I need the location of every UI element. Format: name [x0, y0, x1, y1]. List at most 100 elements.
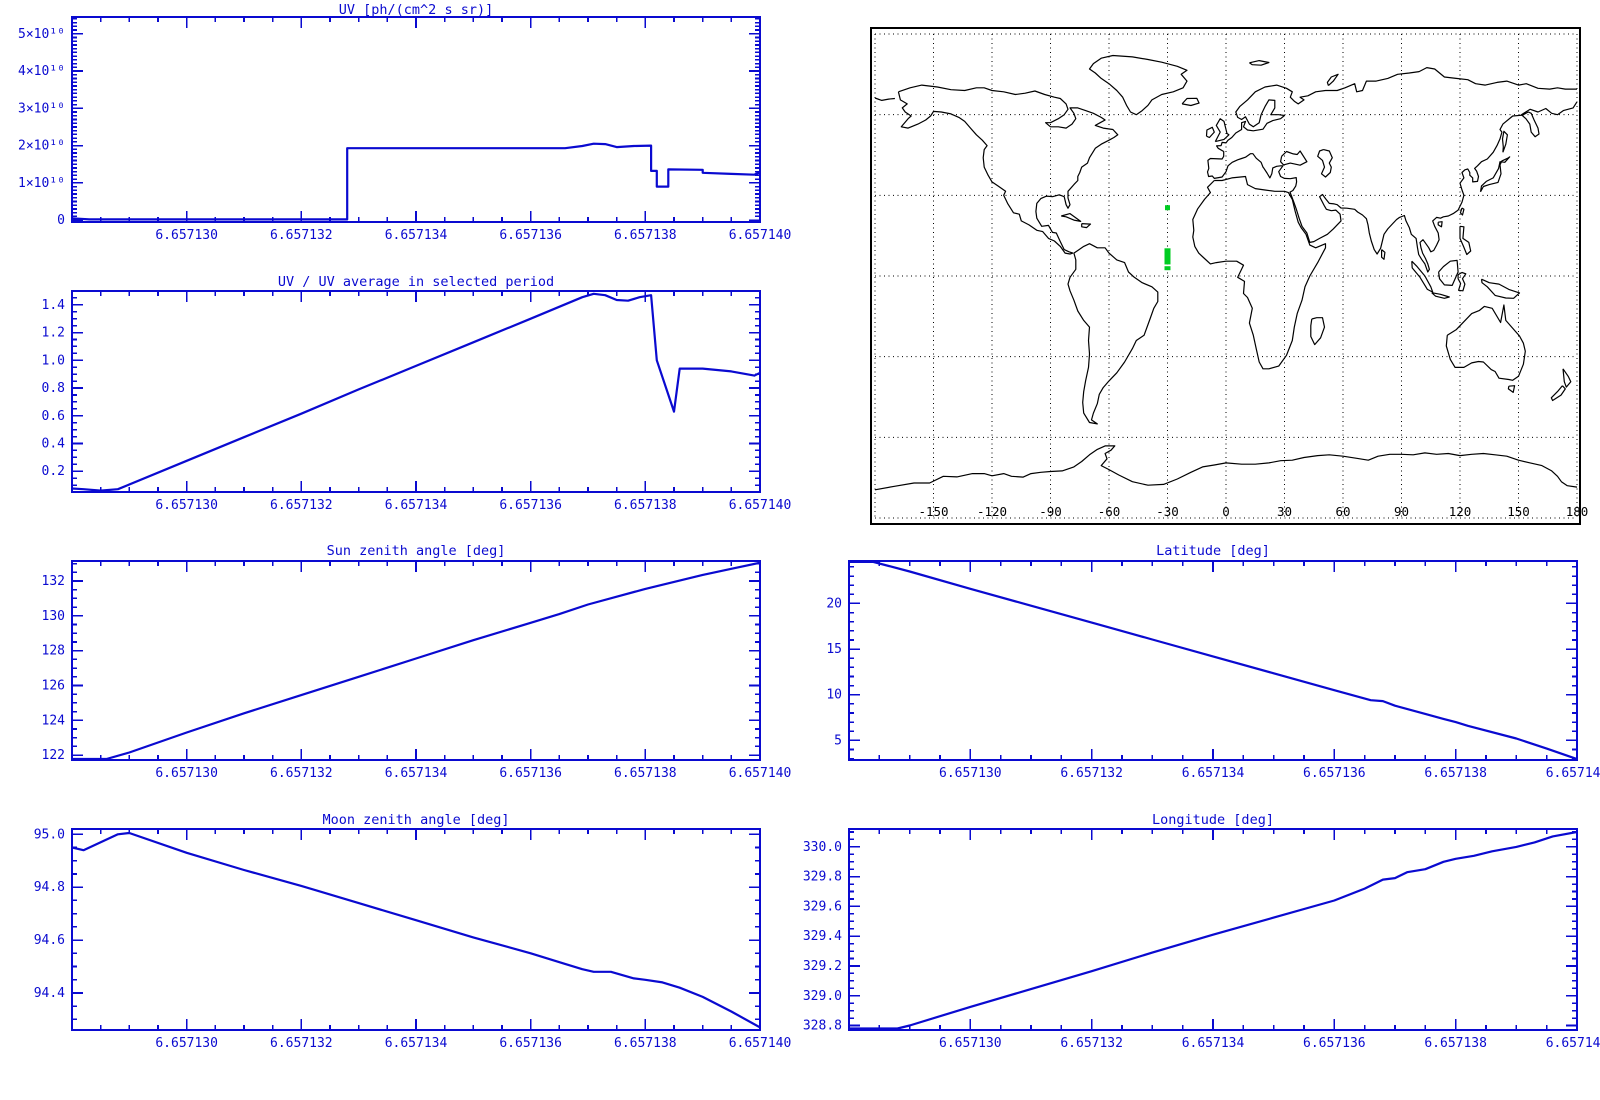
- svg-text:6.657138: 6.657138: [1424, 1036, 1487, 1051]
- svg-text:6.657134: 6.657134: [1182, 1036, 1245, 1051]
- longitude-plot-tick-labels: 6.657130 6.657132 6.657134 6.657136 6.657138…: [803, 840, 1600, 1051]
- map-coastlines: [874, 54, 1578, 491]
- moon-zenith-plot: 6.657130 6.657132 6.657134 6.657136 6.657138…: [34, 827, 792, 1051]
- svg-text:0.6: 0.6: [42, 409, 65, 424]
- svg-text:6.657132: 6.657132: [1060, 766, 1123, 781]
- map-frame: [870, 27, 1581, 525]
- svg-text:-120: -120: [977, 504, 1007, 519]
- svg-text:329.6: 329.6: [803, 899, 842, 914]
- svg-text:5×10¹⁰: 5×10¹⁰: [18, 27, 65, 42]
- svg-text:6.657130: 6.657130: [939, 1036, 1002, 1051]
- moon-zenith-plot-title: Moon zenith angle [deg]: [322, 812, 510, 828]
- map-graticule: [874, 33, 1578, 519]
- svg-text:180: 180: [1566, 504, 1589, 519]
- longitude-plot-series-line: [849, 830, 1577, 1030]
- svg-text:6.657132: 6.657132: [1060, 1036, 1123, 1051]
- svg-text:6.657130: 6.657130: [155, 228, 218, 243]
- svg-text:6.657132: 6.657132: [270, 498, 333, 513]
- latitude-plot-tick-labels: 6.657130 6.657132 6.657134 6.657136 6.657138…: [826, 596, 1600, 781]
- svg-text:132: 132: [42, 574, 65, 589]
- latitude-plot-axes: [848, 560, 1578, 761]
- svg-text:6.657134: 6.657134: [385, 498, 448, 513]
- svg-text:6.657140: 6.657140: [1546, 766, 1600, 781]
- svg-text:1.0: 1.0: [42, 353, 65, 368]
- sun-zenith-plot-axes: [71, 560, 761, 761]
- svg-text:0: 0: [57, 213, 65, 228]
- svg-text:3×10¹⁰: 3×10¹⁰: [18, 101, 65, 116]
- uv-ratio-plot-title: UV / UV average in selected period: [277, 274, 555, 290]
- svg-text:0: 0: [1222, 504, 1230, 519]
- svg-text:6.657136: 6.657136: [499, 228, 562, 243]
- svg-text:0.4: 0.4: [42, 436, 66, 451]
- svg-text:6.657134: 6.657134: [385, 228, 448, 243]
- svg-text:6.657130: 6.657130: [155, 498, 218, 513]
- sun-zenith-plot-series-line: [72, 561, 760, 760]
- svg-text:6.657134: 6.657134: [385, 1036, 448, 1051]
- longitude-plot-title: Longitude [deg]: [1152, 812, 1274, 828]
- latitude-plot-series-line: [849, 561, 1577, 760]
- svg-text:6.657132: 6.657132: [270, 1036, 333, 1051]
- svg-text:130: 130: [42, 609, 65, 624]
- svg-text:-90: -90: [1039, 504, 1062, 519]
- svg-text:6.657138: 6.657138: [1424, 766, 1487, 781]
- svg-text:6.657130: 6.657130: [939, 766, 1002, 781]
- svg-text:2×10¹⁰: 2×10¹⁰: [18, 139, 65, 154]
- moon-zenith-plot-series-line: [72, 831, 760, 1029]
- world-map: -150 -120 -90 -60 -30 0 30 60 90 120 150 180: [870, 27, 1588, 525]
- svg-text:6.657136: 6.657136: [499, 498, 562, 513]
- ground-track-segment: [1164, 248, 1171, 265]
- svg-text:328.8: 328.8: [803, 1019, 842, 1034]
- svg-text:94.6: 94.6: [34, 933, 65, 948]
- svg-text:330.0: 330.0: [803, 840, 842, 855]
- svg-text:6.657140: 6.657140: [729, 498, 792, 513]
- svg-text:126: 126: [42, 678, 65, 693]
- svg-text:150: 150: [1507, 504, 1530, 519]
- svg-text:6.657138: 6.657138: [614, 498, 677, 513]
- uv-ratio-plot-series-line: [72, 292, 760, 492]
- svg-text:6.657140: 6.657140: [1546, 1036, 1600, 1051]
- sun-zenith-plot-title: Sun zenith angle [deg]: [326, 543, 506, 559]
- svg-text:15: 15: [826, 642, 842, 657]
- longitude-plot: 6.657130 6.657132 6.657134 6.657136 6.657138…: [803, 828, 1600, 1051]
- svg-text:90: 90: [1394, 504, 1409, 519]
- svg-text:6.657134: 6.657134: [385, 766, 448, 781]
- ground-track-dot: [1164, 266, 1171, 271]
- svg-text:6.657134: 6.657134: [1182, 766, 1245, 781]
- svg-text:1.4: 1.4: [42, 298, 66, 313]
- svg-text:10: 10: [826, 688, 842, 703]
- uv-plot-tick-labels: 6.657130 6.657132 6.657134 6.657136 6.657138…: [18, 27, 791, 243]
- svg-text:95.0: 95.0: [34, 827, 65, 842]
- svg-text:6.657136: 6.657136: [1303, 766, 1366, 781]
- svg-text:6.657140: 6.657140: [729, 228, 792, 243]
- uv-plot-axes: [71, 16, 761, 223]
- sun-zenith-plot-tick-labels: 6.657130 6.657132 6.657134 6.657136 6.657138…: [42, 574, 792, 781]
- svg-text:6.657140: 6.657140: [729, 1036, 792, 1051]
- svg-text:20: 20: [826, 596, 842, 611]
- latitude-plot: 6.657130 6.657132 6.657134 6.657136 6.657138…: [826, 560, 1600, 781]
- latitude-plot-title: Latitude [deg]: [1156, 543, 1270, 559]
- map-lon-labels: -150 -120 -90 -60 -30 0 30 60 90 120 150 180: [918, 504, 1588, 519]
- svg-text:94.8: 94.8: [34, 880, 65, 895]
- svg-text:1×10¹⁰: 1×10¹⁰: [18, 176, 65, 191]
- svg-text:6.657138: 6.657138: [614, 228, 677, 243]
- svg-text:0.8: 0.8: [42, 381, 65, 396]
- svg-text:120: 120: [1449, 504, 1472, 519]
- svg-text:329.0: 329.0: [803, 989, 842, 1004]
- svg-text:122: 122: [42, 748, 65, 763]
- svg-text:94.4: 94.4: [34, 986, 65, 1001]
- svg-text:6.657138: 6.657138: [614, 766, 677, 781]
- uv-plot-title: UV [ph/(cm^2 s sr)]: [338, 2, 494, 18]
- svg-text:329.4: 329.4: [803, 929, 842, 944]
- svg-text:124: 124: [42, 713, 66, 728]
- svg-text:-150: -150: [918, 504, 948, 519]
- svg-text:1.2: 1.2: [42, 326, 65, 341]
- longitude-plot-axes: [848, 828, 1578, 1031]
- svg-text:30: 30: [1277, 504, 1292, 519]
- svg-text:6.657130: 6.657130: [155, 766, 218, 781]
- sun-zenith-plot: 6.657130 6.657132 6.657134 6.657136 6.657138…: [42, 560, 792, 781]
- ground-track-dot: [1165, 205, 1170, 211]
- svg-text:6.657136: 6.657136: [499, 1036, 562, 1051]
- svg-text:6.657138: 6.657138: [614, 1036, 677, 1051]
